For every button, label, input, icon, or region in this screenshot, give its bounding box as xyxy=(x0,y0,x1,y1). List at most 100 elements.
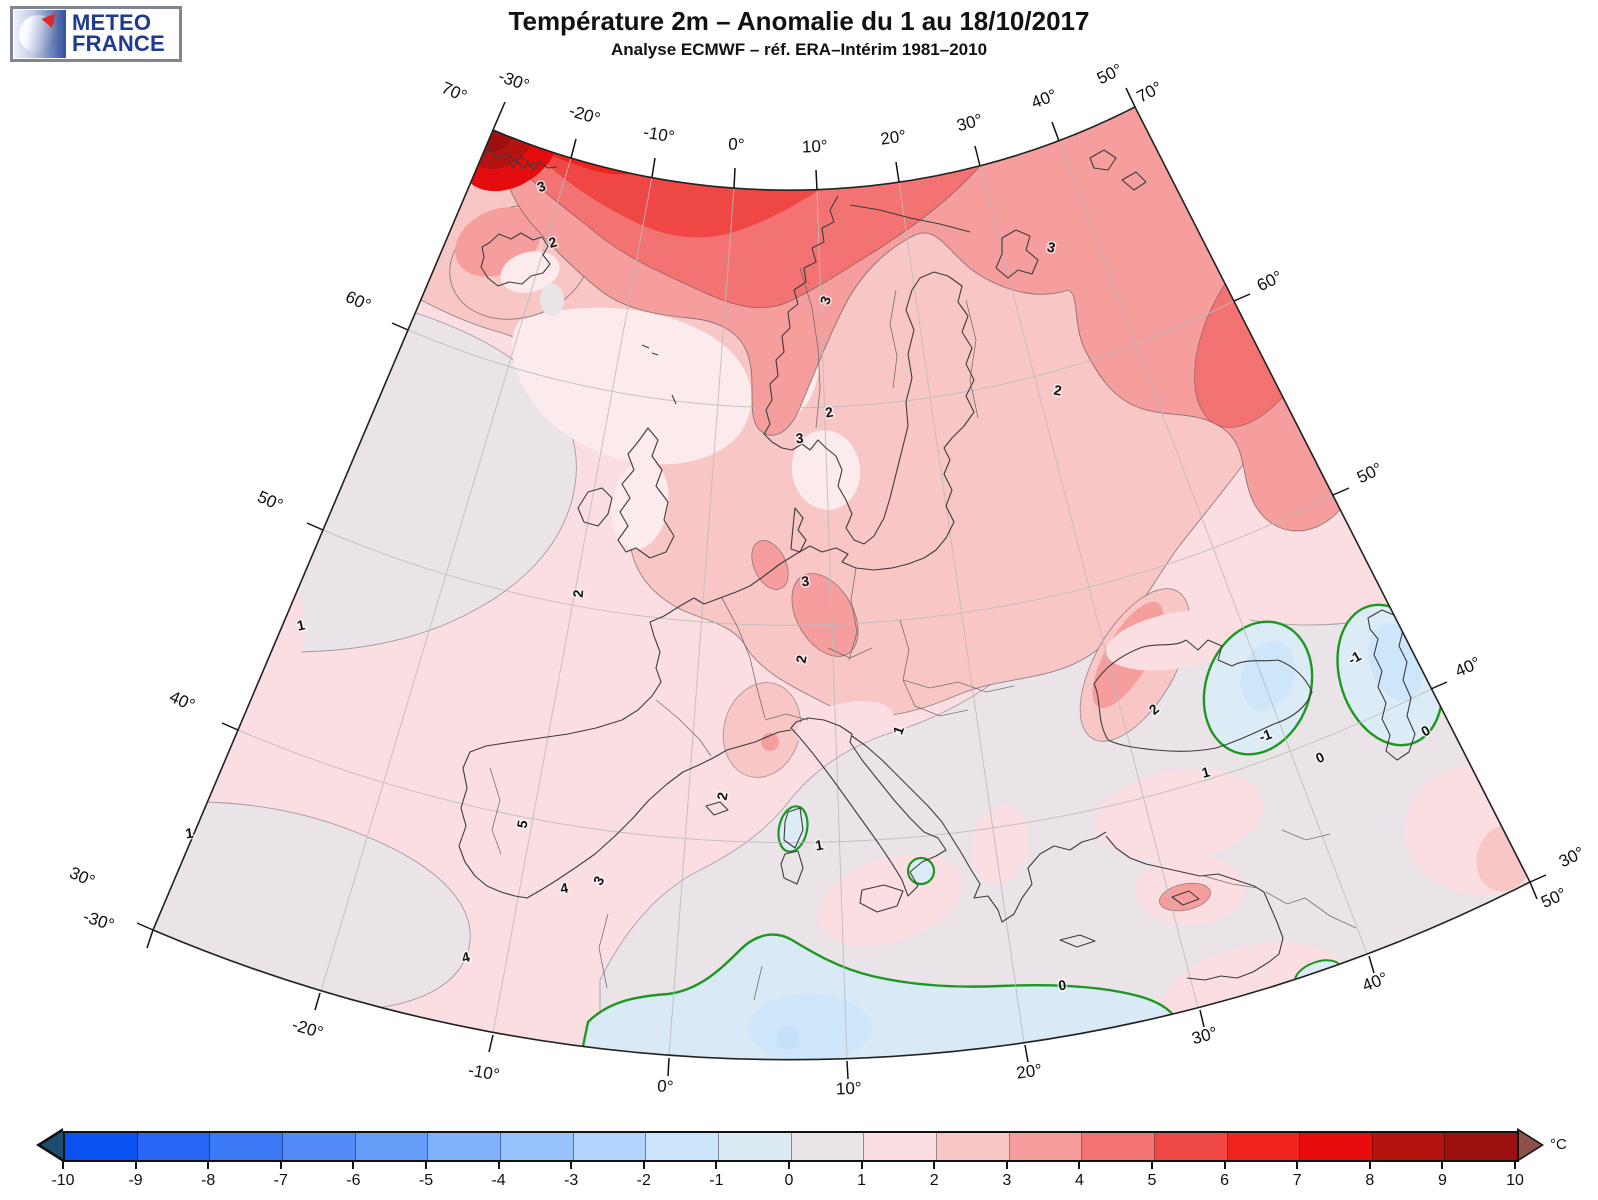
colorbar xyxy=(63,1131,1519,1162)
contour-value-label: 3 xyxy=(795,430,804,447)
colorbar-tick-label: 2 xyxy=(929,1172,939,1189)
colorbar-cell xyxy=(282,1133,356,1160)
grid-tick-label: 30° xyxy=(1190,1023,1220,1048)
colorbar-cell xyxy=(137,1133,211,1160)
page-subtitle: Analyse ECMWF – réf. ERA–Intérim 1981–20… xyxy=(610,40,988,59)
grid-tick-label: 30° xyxy=(67,863,98,891)
colorbar-tick-label: 9 xyxy=(1437,1172,1447,1189)
colorbar-tick-label: 10 xyxy=(1506,1172,1524,1189)
colorbar-cell xyxy=(791,1133,865,1160)
colorbar-tick-label: -2 xyxy=(636,1172,651,1189)
grid-tick-label: -30° xyxy=(81,907,117,935)
colorbar-tick-label: -1 xyxy=(709,1172,724,1189)
contour-value-label: 2 xyxy=(570,589,587,598)
colorbar-cell xyxy=(1154,1133,1228,1160)
colorbar-tick-label: -6 xyxy=(346,1172,361,1189)
grid-tick-label: 50° xyxy=(1538,884,1569,912)
colorbar-tick xyxy=(1441,1160,1444,1169)
colorbar-tick-label: -9 xyxy=(128,1172,143,1189)
grid-tick-label: 40° xyxy=(1360,968,1391,995)
colorbar-tick-label: 1 xyxy=(857,1172,867,1189)
meteo-france-logo: METEO FRANCE xyxy=(10,6,182,62)
colorbar-tick xyxy=(1296,1160,1299,1169)
colorbar-tick-label: 3 xyxy=(1002,1172,1012,1189)
colorbar-tick-label: -5 xyxy=(418,1172,434,1189)
colorbar-tick-label: 6 xyxy=(1220,1172,1230,1189)
logo-line2: FRANCE xyxy=(72,31,165,56)
colorbar-tick-label: 5 xyxy=(1147,1172,1157,1189)
colorbar-tick xyxy=(1078,1160,1081,1169)
colorbar-cell xyxy=(1009,1133,1083,1160)
colorbar-tick xyxy=(1005,1160,1008,1169)
grid-tick-label: 10° xyxy=(802,137,828,157)
globe-icon xyxy=(14,9,66,58)
colorbar-cell xyxy=(718,1133,792,1160)
logo-text: METEO FRANCE xyxy=(72,10,165,56)
colorbar-cell xyxy=(1372,1133,1446,1160)
colorbar-tick-label: -10 xyxy=(51,1172,75,1189)
colorbar-cell xyxy=(864,1133,937,1160)
grid-tick-label: 40° xyxy=(1029,85,1060,112)
contour-value-label: 1 xyxy=(184,825,194,842)
grid-tick-label: 30° xyxy=(955,110,985,135)
colorbar-tick-label: 4 xyxy=(1074,1172,1084,1189)
colorbar-cell xyxy=(1300,1133,1373,1160)
grid-tick-label: 20° xyxy=(1015,1060,1043,1082)
colorbar-cell xyxy=(428,1133,501,1160)
grid-tick-label: -20° xyxy=(567,101,603,128)
colorbar-tick xyxy=(933,1160,936,1169)
coastlines xyxy=(457,146,1416,981)
colorbar-right-arrow xyxy=(1519,1131,1541,1159)
colorbar-tick xyxy=(279,1160,282,1169)
colorbar-cell xyxy=(1227,1133,1301,1160)
grid-tick-label: 0° xyxy=(728,134,746,154)
grid-tick-label: -10° xyxy=(642,123,676,147)
logo-line1: METEO xyxy=(72,10,152,36)
grid-tick-label: 60° xyxy=(1254,267,1285,295)
grid-tick-label: 50° xyxy=(1094,60,1125,88)
grid-tick-label: -20° xyxy=(290,1015,326,1042)
colorbar-tick xyxy=(352,1160,355,1169)
colorbar-left-arrow xyxy=(41,1131,63,1159)
globe-sphere xyxy=(19,15,57,53)
grid-tick-label: 50° xyxy=(1354,459,1385,487)
colorbar-cell xyxy=(65,1133,138,1160)
colorbar-cell xyxy=(646,1133,719,1160)
colorbar-tick-label: 7 xyxy=(1292,1172,1302,1189)
grid-tick-label: 40° xyxy=(1452,653,1483,681)
frame-ticks xyxy=(136,87,1547,1080)
anomaly-field xyxy=(153,107,1530,1060)
colorbar-cell xyxy=(210,1133,283,1160)
colorbar-tick xyxy=(207,1160,210,1169)
grid-tick-label: 40° xyxy=(167,687,198,715)
colorbar-ticks: -10 -9 -8 -7 -6 -5 -4 -3 -2 -1 0 1 2 3 4 5 6 7 8 9 10 xyxy=(51,1160,1524,1200)
grid-tick-label: 30° xyxy=(1556,843,1587,871)
colorbar-tick xyxy=(134,1160,137,1169)
colorbar-tick-label: 0 xyxy=(784,1172,794,1189)
colorbar-tick xyxy=(1223,1160,1226,1169)
grid-tick-label: 70° xyxy=(439,78,470,106)
map-frame xyxy=(151,105,1532,1061)
grid-tick-label: 50° xyxy=(255,487,286,515)
colorbar-tick-label: -3 xyxy=(564,1172,579,1189)
colorbar-tick xyxy=(1368,1160,1371,1169)
grid-tick-label: 70° xyxy=(1134,78,1166,107)
colorbar-cell xyxy=(355,1133,429,1160)
colorbar-tick-label: -4 xyxy=(491,1172,506,1189)
grid-tick-label: -30° xyxy=(496,67,532,96)
grid-tick-label: 10° xyxy=(836,1079,862,1099)
colorbar-tick-label: -7 xyxy=(273,1172,288,1189)
colorbar-tick-label: 8 xyxy=(1365,1172,1375,1189)
colorbar-tick xyxy=(62,1160,64,1169)
grid-tick-label: 60° xyxy=(343,287,374,315)
grid-tick-label: 20° xyxy=(879,126,907,148)
colorbar-tick xyxy=(570,1160,573,1169)
page-title: Température 2m – Anomalie du 1 au 18/10/… xyxy=(508,6,1090,36)
colorbar-cell xyxy=(1445,1133,1518,1160)
colorbar-tick xyxy=(860,1160,863,1169)
colorbar-cell xyxy=(573,1133,647,1160)
colorbar-tick xyxy=(642,1160,645,1169)
colorbar-unit: °C xyxy=(1550,1136,1567,1153)
colorbar-cell xyxy=(500,1133,574,1160)
